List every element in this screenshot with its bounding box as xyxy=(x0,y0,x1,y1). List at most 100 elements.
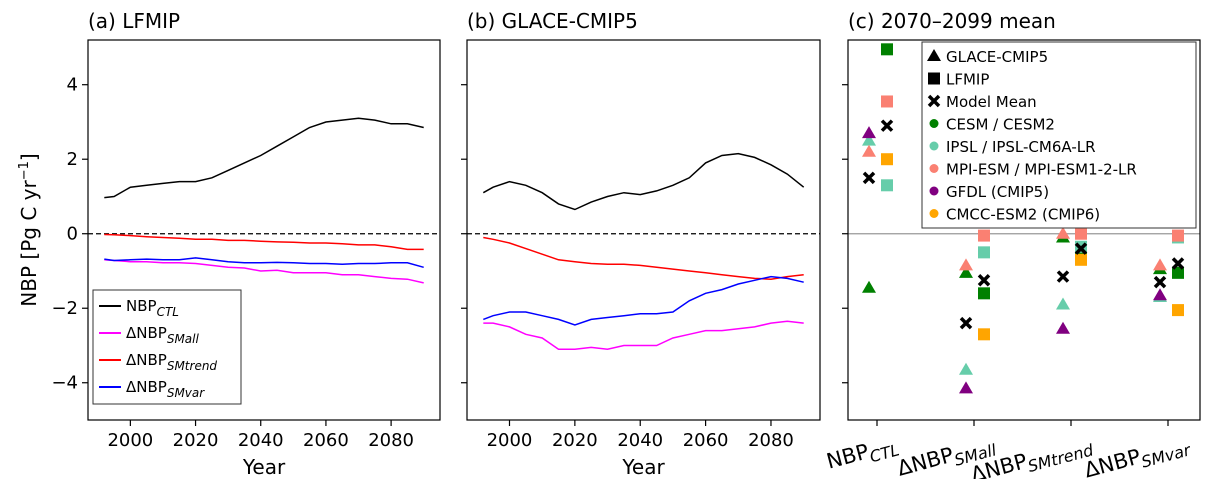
label: ΔNBPSMtrend xyxy=(126,351,217,373)
label: ΔNBPSMvar xyxy=(126,378,205,400)
lfmip-marker xyxy=(881,43,893,56)
legend-marker xyxy=(929,186,939,196)
label-main: ΔNBP xyxy=(895,443,956,479)
glace-marker xyxy=(862,144,876,157)
x-tick-label: 2060 xyxy=(683,430,729,451)
label-main: ΔNBP xyxy=(126,324,167,342)
label: ΔNBPSMall xyxy=(126,324,199,346)
x-tick-label: 2040 xyxy=(238,430,284,451)
glace-marker xyxy=(959,316,973,330)
axes-frame xyxy=(87,39,441,421)
lfmip-marker xyxy=(978,287,990,300)
lfmip-marker xyxy=(977,274,991,287)
legend-label: GFDL (CMIP5) xyxy=(946,183,1049,201)
glace-marker xyxy=(1056,297,1070,310)
legend-marker xyxy=(929,209,939,218)
lfmip-marker xyxy=(1172,266,1184,279)
x-tick-label: 2000 xyxy=(107,430,153,451)
label: NBPCTL xyxy=(824,432,901,478)
y-tick-label: 2 xyxy=(67,149,78,170)
lfmip-marker xyxy=(1075,253,1087,266)
x-tick-label: 2000 xyxy=(487,430,533,451)
legend-box xyxy=(92,289,242,405)
label-sub: SMall xyxy=(167,332,200,346)
axes-frame xyxy=(847,39,1201,421)
axes-frame xyxy=(466,39,821,421)
lfmip-marker xyxy=(1172,304,1184,317)
glace-marker xyxy=(862,280,876,293)
y-axis-label: NBP [Pg C yr−1] xyxy=(17,153,41,306)
x-tick-label: 2020 xyxy=(552,430,598,451)
legend-label: GLACE-CMIP5 xyxy=(946,48,1048,66)
label-sub: SMvar xyxy=(1139,440,1193,472)
y-tick-label: −2 xyxy=(51,298,78,319)
glace-marker xyxy=(959,362,973,375)
glace-marker xyxy=(1153,258,1167,271)
x-axis-label: Year xyxy=(621,455,665,479)
legend-marker xyxy=(929,119,939,128)
x-tick-label: 2040 xyxy=(617,430,663,451)
glace-marker xyxy=(1153,288,1167,301)
series-line xyxy=(483,320,804,350)
legend-marker xyxy=(927,49,941,61)
lfmip-marker xyxy=(978,328,990,341)
x-axis-label: Year xyxy=(242,455,286,479)
lfmip-marker xyxy=(1074,242,1088,255)
label-sub: CTL xyxy=(157,305,179,319)
label-main: ΔNBP xyxy=(126,378,167,396)
legend-label: Model Mean xyxy=(946,93,1037,111)
lfmip-marker xyxy=(881,179,893,192)
panel-title: (c) 2070–2099 mean xyxy=(848,9,1056,33)
x-tick-label: 2080 xyxy=(368,430,414,451)
label-main: NBP xyxy=(824,439,872,473)
lfmip-marker xyxy=(978,229,990,242)
legend-marker xyxy=(927,94,941,108)
series-line xyxy=(104,117,424,199)
lfmip-marker xyxy=(881,153,893,166)
lfmip-marker xyxy=(1171,257,1185,270)
legend-marker xyxy=(928,72,940,85)
lfmip-marker xyxy=(978,246,990,259)
label-main: NBP xyxy=(126,297,157,315)
glace-marker xyxy=(862,126,876,139)
legend-label: IPSL / IPSL-CM6A-LR xyxy=(946,138,1096,156)
glace-marker xyxy=(959,381,973,394)
legend-label: CMCC-ESM2 (CMIP6) xyxy=(946,206,1100,224)
series-line xyxy=(482,152,805,211)
legend-label: MPI-ESM / MPI-ESM1-2-LR xyxy=(946,161,1137,179)
y-tick-label: 0 xyxy=(67,224,78,245)
glace-marker xyxy=(1056,321,1070,334)
panel-title: (b) GLACE-CMIP5 xyxy=(467,9,638,33)
glace-marker xyxy=(1056,226,1070,239)
legend-box xyxy=(921,41,1197,229)
y-label-text: NBP [Pg C yr xyxy=(17,180,41,307)
lfmip-marker xyxy=(881,95,893,108)
label: ΔNBPSMvar xyxy=(1082,431,1194,479)
lfmip-marker xyxy=(1172,229,1184,242)
y-label-close: ] xyxy=(17,153,41,161)
x-tick-label: 2080 xyxy=(748,430,794,451)
panel-title: (a) LFMIP xyxy=(88,9,180,33)
y-label-sup: −1 xyxy=(17,161,32,180)
series-line xyxy=(104,233,424,251)
legend-marker xyxy=(929,141,939,151)
x-tick-label: 2020 xyxy=(173,430,219,451)
legend-label: LFMIP xyxy=(946,71,989,89)
y-tick-label: −4 xyxy=(51,373,78,394)
y-tick-label: 4 xyxy=(67,75,78,96)
glace-marker xyxy=(862,133,876,146)
lfmip-marker xyxy=(880,119,894,132)
glace-marker xyxy=(1056,270,1070,283)
label-sub: SMtrend xyxy=(167,359,218,373)
glace-marker xyxy=(959,265,973,278)
series-line xyxy=(483,275,804,326)
label-sub: SMvar xyxy=(167,386,205,400)
legend-label: CESM / CESM2 xyxy=(946,116,1055,134)
series-line xyxy=(104,257,424,269)
label: NBPCTL xyxy=(126,297,179,319)
glace-marker xyxy=(1153,275,1167,289)
glace-marker xyxy=(959,258,973,271)
legend-marker xyxy=(929,164,939,173)
glace-marker xyxy=(862,171,876,185)
series-line xyxy=(104,259,424,284)
